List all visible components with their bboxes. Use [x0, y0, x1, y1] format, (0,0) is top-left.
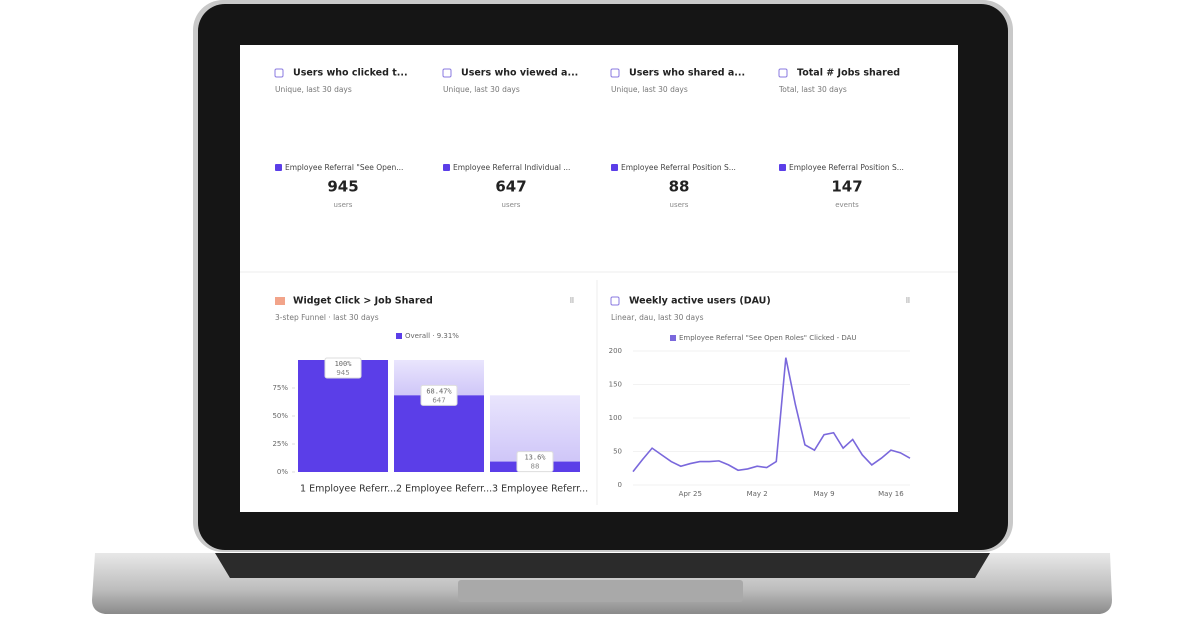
x-tick-label: 3 Employee Referr...	[492, 484, 588, 495]
bar-label: 100%	[335, 360, 353, 368]
icon	[778, 68, 788, 78]
y-tick-label: 75%	[272, 384, 288, 392]
bar	[298, 360, 388, 472]
card-subtitle: Unique, last 30 days	[443, 85, 520, 94]
icon	[610, 296, 620, 306]
y-tick-label: 50	[613, 448, 622, 456]
card-value: 147	[831, 178, 862, 196]
y-tick-label: 100	[609, 414, 622, 422]
card-title: Total # Jobs shared	[797, 68, 900, 79]
bar	[394, 395, 484, 472]
bar-label: 13.6%	[524, 454, 546, 462]
label-box	[516, 451, 554, 473]
card-value: 88	[669, 178, 690, 196]
y-tick-label: 50%	[272, 412, 288, 420]
trackpad	[458, 580, 743, 602]
legend-swatch	[275, 164, 282, 171]
card-legend: Employee Referral Position S...	[789, 163, 904, 172]
card-legend: Employee Referral Individual ...	[453, 163, 570, 172]
card-subtitle: Unique, last 30 days	[611, 85, 688, 94]
dropoff-bar	[490, 395, 580, 462]
y-tick-label: 200	[609, 347, 622, 355]
chart-title: Widget Click > Job Shared	[293, 296, 433, 307]
x-tick-label: 2 Employee Referr...	[396, 484, 492, 495]
card-title: Users who clicked t...	[293, 68, 408, 79]
legend-swatch	[443, 164, 450, 171]
chart-subtitle: 3-step Funnel · last 30 days	[275, 313, 379, 322]
menu-dots[interactable]: ⠿	[569, 297, 574, 305]
y-tick-label: 150	[609, 381, 622, 389]
bar-count: 647	[432, 396, 445, 404]
legend-swatch	[779, 164, 786, 171]
icon	[442, 68, 452, 78]
card-value: 647	[495, 178, 526, 196]
y-tick-label: 0%	[277, 468, 288, 476]
x-tick-label: May 16	[878, 490, 904, 498]
line	[632, 357, 911, 473]
x-tick-label: 1 Employee Referr...	[300, 484, 396, 495]
legend-swatch	[396, 333, 402, 339]
card-unit: events	[835, 201, 859, 209]
card-title: Users who viewed a...	[461, 68, 578, 79]
keyboard	[215, 553, 990, 578]
menu-dots[interactable]: ⠿	[905, 297, 910, 305]
icon	[275, 297, 285, 305]
chart-subtitle: Linear, dau, last 30 days	[611, 313, 704, 322]
card-legend: Employee Referral "See Open...	[285, 163, 403, 172]
label-box	[420, 384, 458, 406]
card-unit: users	[670, 201, 689, 209]
x-tick-label: Apr 25	[679, 490, 702, 498]
card-unit: users	[502, 201, 521, 209]
card-value: 945	[327, 178, 358, 196]
card-legend: Employee Referral Position S...	[621, 163, 736, 172]
legend-swatch	[670, 335, 676, 341]
legend-label: Employee Referral "See Open Roles" Click…	[679, 334, 857, 342]
label-box	[324, 357, 362, 379]
y-tick-label: 0	[618, 481, 622, 489]
y-tick-label: 25%	[272, 440, 288, 448]
card-title: Users who shared a...	[629, 68, 745, 79]
card-unit: users	[334, 201, 353, 209]
icon	[274, 68, 284, 78]
bar-count: 945	[336, 369, 349, 377]
x-tick-label: May 2	[747, 490, 768, 498]
x-tick-label: May 9	[813, 490, 834, 498]
bar-label: 68.47%	[426, 387, 452, 395]
chart-title: Weekly active users (DAU)	[629, 296, 771, 307]
card-subtitle: Unique, last 30 days	[275, 85, 352, 94]
card-subtitle: Total, last 30 days	[778, 85, 847, 94]
bar-count: 88	[531, 463, 540, 471]
legend-label: Overall · 9.31%	[405, 332, 459, 340]
icon	[610, 68, 620, 78]
legend-swatch	[611, 164, 618, 171]
